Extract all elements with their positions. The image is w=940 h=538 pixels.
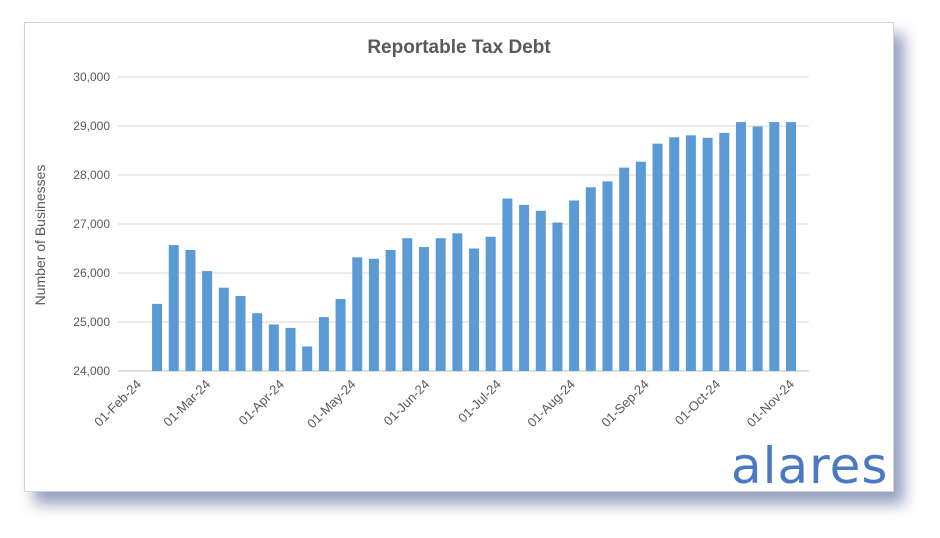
chart-card: Reportable Tax Debt 24,000 25,000 26,000 27… xyxy=(24,22,894,492)
bars xyxy=(152,122,796,372)
x-tick-label: 01-Apr-24 xyxy=(236,377,287,428)
bar xyxy=(368,258,379,371)
x-tick-label: 01-Oct-24 xyxy=(672,377,723,428)
bar xyxy=(669,137,680,371)
bar xyxy=(619,167,630,371)
bar xyxy=(235,296,246,371)
bar xyxy=(302,346,313,371)
bar xyxy=(585,187,596,371)
bar xyxy=(218,287,229,371)
bar xyxy=(402,238,413,371)
y-tick-label: 30,000 xyxy=(73,70,110,84)
y-tick-label: 28,000 xyxy=(73,168,110,182)
y-tick-label: 24,000 xyxy=(73,364,110,378)
bar xyxy=(418,247,429,371)
x-axis-ticks: 01-Feb-24 01-Mar-24 01-Apr-24 01-May-24 01-J… xyxy=(91,377,797,432)
bar xyxy=(635,161,646,371)
bar xyxy=(569,200,580,371)
bar xyxy=(735,122,746,371)
bar xyxy=(719,132,730,371)
x-tick-label: 01-May-24 xyxy=(304,377,359,432)
bar xyxy=(469,248,480,371)
y-axis-ticks: 24,000 25,000 26,000 27,000 28,000 29,000 30,0… xyxy=(73,70,110,378)
bar xyxy=(685,135,696,371)
bar xyxy=(452,233,463,371)
alares-logo: alares xyxy=(731,437,889,495)
bar xyxy=(202,271,213,371)
y-tick-label: 25,000 xyxy=(73,315,110,329)
bar xyxy=(702,137,713,371)
bar xyxy=(168,245,179,371)
x-tick-label: 01-Feb-24 xyxy=(91,377,144,430)
bar xyxy=(602,181,613,371)
x-tick-label: 01-Aug-24 xyxy=(524,377,578,431)
bar xyxy=(752,126,763,372)
bar xyxy=(485,236,496,371)
bar xyxy=(535,210,546,371)
y-axis-label: Number of Businesses xyxy=(32,165,48,306)
bar xyxy=(268,324,279,371)
bar xyxy=(502,198,513,371)
bar xyxy=(352,257,363,371)
x-tick-label: 01-Mar-24 xyxy=(160,377,213,430)
x-tick-label: 01-Nov-24 xyxy=(744,377,798,431)
bar xyxy=(318,317,329,371)
bar xyxy=(335,298,346,371)
bar xyxy=(185,249,196,371)
bar xyxy=(285,327,296,371)
bar xyxy=(786,122,796,371)
x-tick-label: 01-Jul-24 xyxy=(455,377,504,426)
y-tick-label: 29,000 xyxy=(73,119,110,133)
y-tick-label: 27,000 xyxy=(73,217,110,231)
bar-chart: 24,000 25,000 26,000 27,000 28,000 29,000 30,0… xyxy=(32,70,809,432)
bar xyxy=(435,238,446,371)
x-tick-label: 01-Jun-24 xyxy=(380,377,432,429)
x-tick-label: 01-Sep-24 xyxy=(598,377,652,431)
bar xyxy=(152,303,163,371)
bar xyxy=(652,143,663,371)
bar xyxy=(552,222,563,371)
bar xyxy=(519,204,530,371)
bar xyxy=(252,313,263,371)
y-tick-label: 26,000 xyxy=(73,266,110,280)
bar xyxy=(385,249,396,371)
bar xyxy=(769,122,780,371)
chart-title: Reportable Tax Debt xyxy=(367,37,551,58)
